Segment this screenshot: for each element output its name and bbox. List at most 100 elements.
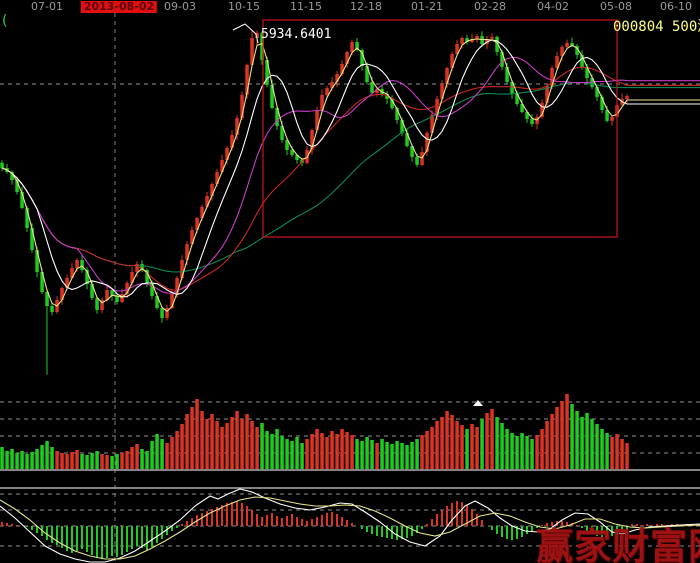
volume-bar — [95, 451, 99, 469]
volume-bar — [480, 419, 484, 469]
candle-body — [265, 60, 269, 85]
candle-body — [335, 74, 339, 82]
candle-body — [410, 146, 414, 157]
volume-bar — [375, 443, 379, 469]
candle-body — [400, 120, 404, 133]
volume-bar — [555, 407, 559, 469]
volume-bar — [335, 434, 339, 469]
candle-body — [540, 102, 544, 117]
candle-body — [565, 42, 569, 47]
candle-body — [455, 44, 459, 54]
volume-bar — [595, 424, 599, 469]
candle-body — [160, 308, 164, 318]
candle-body — [505, 66, 509, 82]
volume-bar — [615, 434, 619, 469]
candle-body — [215, 172, 219, 184]
volume-bar — [360, 441, 364, 469]
candle-body — [395, 108, 399, 120]
volume-bar — [325, 437, 329, 469]
volume-bar — [255, 427, 259, 469]
candle-body — [405, 132, 409, 146]
volume-bar — [585, 413, 589, 469]
watermark: 赢家财富网 — [536, 524, 700, 563]
candle-body — [70, 268, 74, 278]
candle-body — [315, 110, 319, 130]
volume-bar — [405, 445, 409, 469]
candle-body — [125, 282, 129, 294]
volume-bar — [490, 409, 494, 469]
volume-bar — [15, 453, 19, 469]
volume-bar — [110, 456, 114, 469]
candle-body — [155, 296, 159, 308]
volume-bar — [400, 443, 404, 469]
candle-body — [140, 264, 144, 270]
volume-bar — [310, 434, 314, 469]
volume-bar — [260, 423, 264, 469]
candle-body — [330, 82, 334, 88]
candle-body — [260, 32, 264, 60]
date-tick: 11-15 — [290, 0, 322, 13]
volume-bar — [115, 454, 119, 469]
candle-body — [430, 114, 434, 133]
peak-marker — [232, 23, 259, 44]
volume-bar — [135, 444, 139, 469]
volume-bar — [100, 454, 104, 469]
volume-bar — [145, 451, 149, 469]
candle-body — [35, 250, 39, 272]
candle-body — [365, 66, 369, 82]
candle-body — [320, 94, 324, 110]
candle-body — [20, 192, 24, 208]
candle-body — [450, 54, 454, 68]
volume-bar — [380, 439, 384, 469]
volume-bar — [10, 449, 14, 469]
volume-bar — [75, 450, 79, 469]
ma-line-white — [1, 39, 700, 298]
candle-body — [515, 94, 519, 104]
candle-body — [60, 288, 64, 300]
candle-body — [525, 112, 529, 119]
candle-body — [15, 180, 19, 192]
candle-body — [605, 110, 609, 121]
date-tick: 02-28 — [474, 0, 506, 13]
volume-bar — [510, 433, 514, 469]
date-axis: 07-01 2013-08-02 09-03 10-15 11-15 12-18 01-21… — [0, 0, 700, 14]
candle-body — [240, 94, 244, 118]
volume-bar — [320, 433, 324, 469]
candle-body — [105, 290, 109, 300]
volume-bar — [175, 431, 179, 469]
volume-bar — [600, 429, 604, 469]
candle-body — [465, 38, 469, 42]
volume-bar — [55, 451, 59, 469]
volume-bar — [340, 429, 344, 469]
volume-bar — [215, 421, 219, 469]
symbol-indicator-label: 000804 500波 — [613, 19, 700, 35]
volume-bar — [470, 424, 474, 469]
volume-bar — [195, 399, 199, 469]
volume-bar — [610, 437, 614, 469]
volume-bar — [80, 454, 84, 469]
candle-body — [220, 160, 224, 172]
volume-bar — [525, 436, 529, 469]
volume-bar — [230, 417, 234, 469]
volume-bar — [85, 455, 89, 469]
candle-body — [460, 38, 464, 44]
candle-body — [610, 116, 614, 121]
candle-body — [490, 36, 494, 39]
volume-bar — [495, 417, 499, 469]
volume-bar — [570, 404, 574, 469]
candle-body — [65, 278, 69, 288]
candle-body — [80, 260, 84, 270]
volume-bar — [235, 411, 239, 469]
volume-bar — [605, 433, 609, 469]
volume-bar — [580, 417, 584, 469]
candle-body — [350, 42, 354, 52]
volume-bar — [435, 421, 439, 469]
volume-bar — [290, 441, 294, 469]
candle-body — [225, 148, 229, 160]
volume-bar — [440, 417, 444, 469]
volume-bar — [550, 414, 554, 469]
date-tick-highlighted: 2013-08-02 — [80, 1, 158, 13]
volume-bar — [270, 434, 274, 469]
candle-body — [205, 196, 209, 207]
